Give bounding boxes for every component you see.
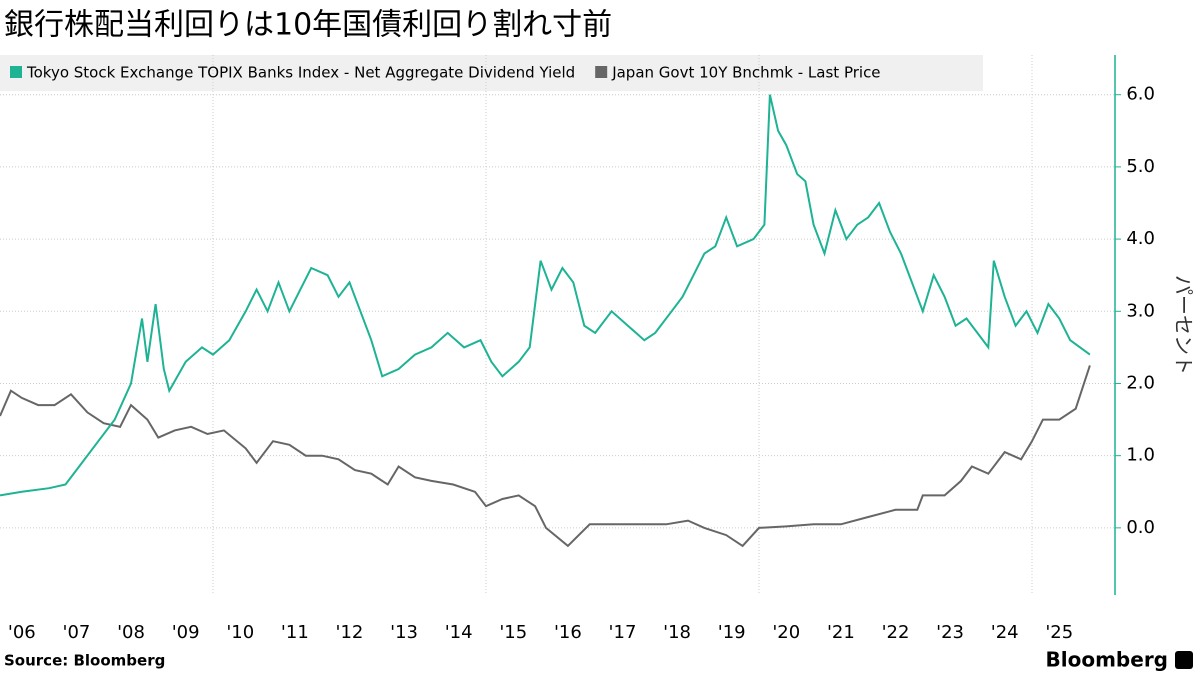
x-tick-label: '20: [772, 622, 800, 643]
x-tick-label: '17: [609, 622, 637, 643]
y-tick-label: 5.0: [1126, 156, 1155, 177]
x-tick-label: '23: [936, 622, 964, 643]
y-tick-label: 1.0: [1126, 445, 1155, 466]
x-tick-label: '14: [445, 622, 473, 643]
series-line: [0, 365, 1091, 548]
brand: Bloomberg: [1046, 648, 1168, 672]
x-tick-label: '06: [8, 622, 36, 643]
x-tick-label: '19: [718, 622, 746, 643]
brand-icon: [1175, 651, 1193, 669]
legend-swatch: [595, 66, 608, 78]
x-tick-label: '08: [117, 622, 145, 643]
x-tick-label: '07: [63, 622, 91, 643]
y-tick-label: 2.0: [1126, 372, 1155, 393]
legend-swatch: [10, 66, 22, 78]
y-tick-label: 6.0: [1126, 84, 1155, 105]
legend-label: Japan Govt 10Y Bnchmk - Last Price: [611, 64, 880, 82]
x-tick-label: '11: [281, 622, 309, 643]
x-tick-label: '09: [172, 622, 200, 643]
legend-box: [0, 55, 983, 91]
y-tick-label: 4.0: [1126, 228, 1155, 249]
x-tick-label: '15: [499, 622, 527, 643]
y-axis-title: パーセント: [1172, 275, 1196, 375]
chart-title: 銀行株配当利回りは10年国債利回り割れ寸前: [4, 8, 612, 43]
x-tick-label: '13: [390, 622, 418, 643]
x-tick-label: '24: [991, 622, 1019, 643]
y-tick-label: 3.0: [1126, 300, 1155, 321]
x-tick-label: '21: [827, 622, 855, 643]
x-tick-label: '25: [1045, 622, 1073, 643]
source: Source: Bloomberg: [4, 652, 165, 670]
legend-label: Tokyo Stock Exchange TOPIX Banks Index -…: [26, 64, 575, 82]
y-tick-label: 0.0: [1126, 517, 1155, 538]
x-tick-label: '18: [663, 622, 691, 643]
x-tick-label: '12: [336, 622, 364, 643]
x-tick-label: '16: [554, 622, 582, 643]
series-line: [0, 94, 1091, 497]
x-tick-label: '22: [882, 622, 910, 643]
x-tick-label: '10: [226, 622, 254, 643]
